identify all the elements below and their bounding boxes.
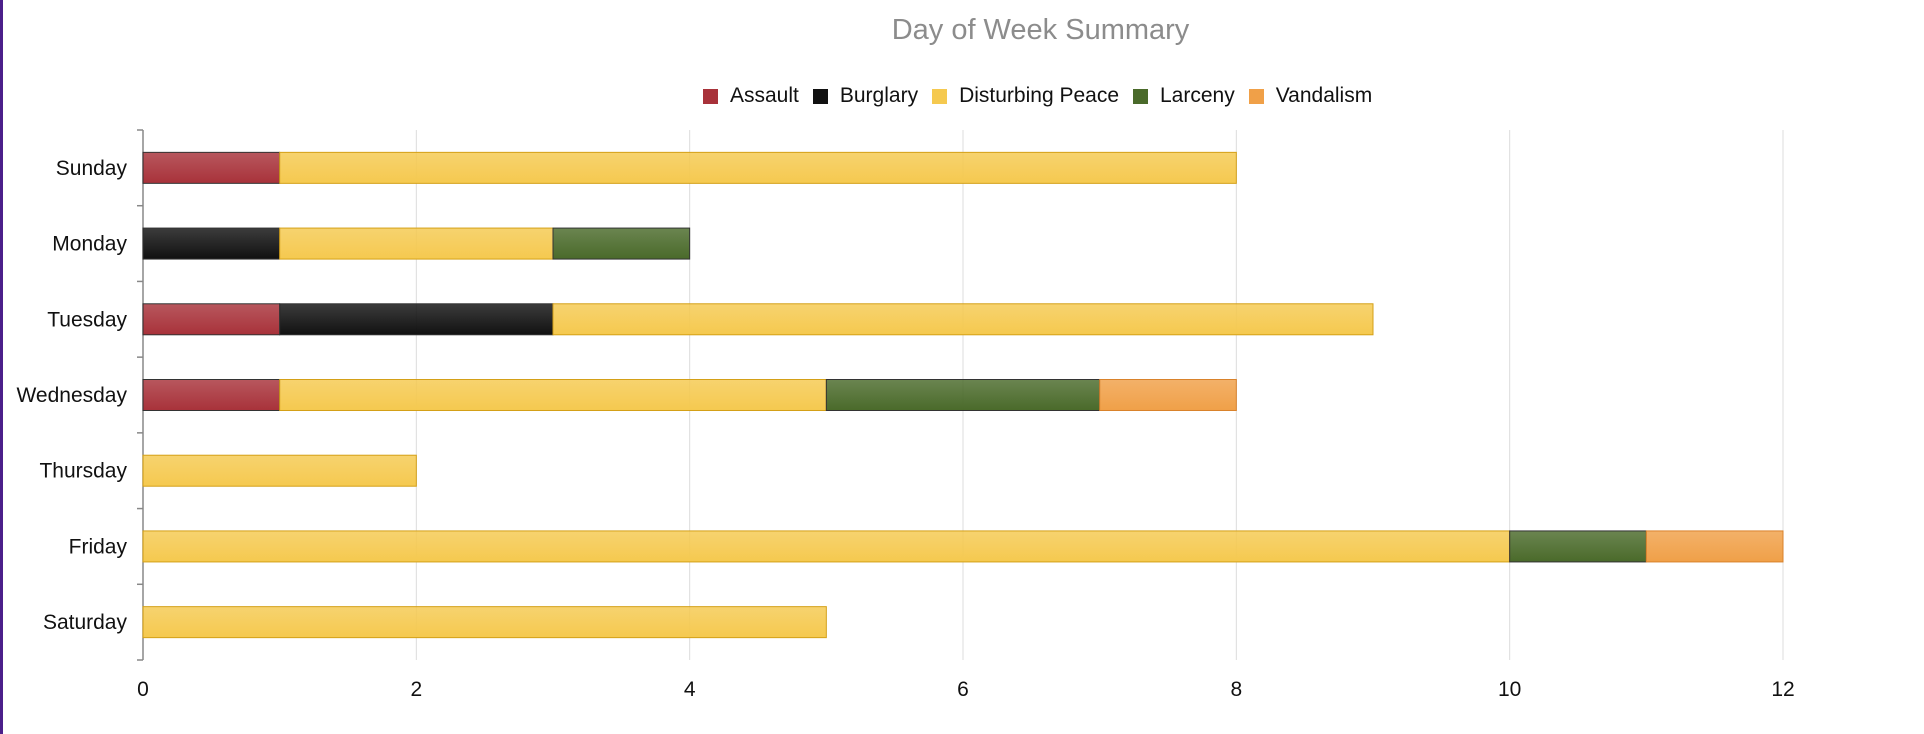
y-category-label: Wednesday — [16, 384, 127, 407]
y-category-label: Monday — [52, 233, 127, 256]
bar-segment — [825, 379, 1101, 411]
legend-swatch-burglary — [812, 88, 828, 104]
legend-item-assault[interactable]: Assault — [703, 84, 799, 108]
legend-label-burglary: Burglary — [839, 84, 919, 107]
legend-item-burglary[interactable]: Burglary — [812, 84, 919, 108]
bar-segment — [142, 530, 1511, 563]
y-category-label: Friday — [69, 535, 128, 558]
bar-segment — [1645, 530, 1784, 563]
bar-segment — [279, 151, 1237, 184]
bar-segment — [552, 227, 691, 260]
x-tick-label: 8 — [1230, 678, 1242, 701]
bar-segment — [142, 303, 281, 336]
legend-label-assault: Assault — [730, 84, 799, 107]
legend-swatch-larceny — [1133, 88, 1148, 104]
bar-segment — [1509, 530, 1647, 563]
bar-segment — [142, 379, 281, 411]
bar-segment — [142, 454, 417, 487]
bar-segment — [552, 303, 1374, 336]
legend-item-larceny[interactable]: Larceny — [1133, 84, 1235, 108]
x-tick-label: 4 — [684, 678, 696, 701]
bar-chart-plot: 0 2 4 6 8 10 12 Sunday Monday Tuesday Wednesday Thu… — [16, 129, 1795, 701]
x-tick-label: 0 — [137, 678, 149, 701]
bar-segment — [142, 151, 281, 184]
legend-label-larceny: Larceny — [1160, 84, 1235, 107]
y-category-label: Saturday — [43, 611, 128, 634]
x-tick-label: 12 — [1771, 678, 1794, 701]
bar-segment — [279, 303, 554, 336]
x-tick-label: 6 — [957, 678, 969, 701]
chart-legend: Assault Burglary Disturbing Peace Larcen… — [703, 84, 1386, 108]
bar-segment — [142, 227, 281, 260]
legend-item-disturbing-peace[interactable]: Disturbing Peace — [932, 84, 1119, 108]
legend-swatch-assault — [703, 88, 718, 104]
bar-segment — [1099, 379, 1237, 411]
chart-title: Day of Week Summary — [891, 14, 1190, 46]
x-tick-label: 2 — [410, 678, 422, 701]
bar-segment — [142, 606, 827, 639]
legend-swatch-disturbing-peace — [932, 88, 948, 104]
y-category-label: Tuesday — [47, 308, 127, 331]
legend-label-disturbing-peace: Disturbing Peace — [959, 84, 1119, 107]
y-category-label: Thursday — [39, 460, 127, 483]
bar-segment — [279, 379, 827, 411]
legend-label-vandalism: Vandalism — [1275, 84, 1373, 107]
legend-swatch-vandalism — [1248, 88, 1264, 104]
bar-segment — [279, 227, 554, 260]
y-category-label: Sunday — [56, 157, 128, 180]
x-tick-label: 10 — [1498, 678, 1521, 701]
legend-item-vandalism[interactable]: Vandalism — [1248, 84, 1373, 108]
